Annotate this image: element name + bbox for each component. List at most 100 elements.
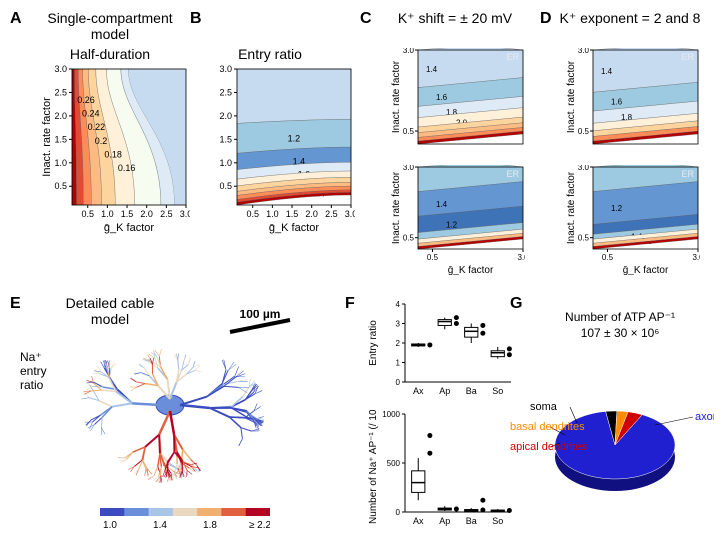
svg-text:ḡ_K factor: ḡ_K factor	[448, 265, 494, 275]
svg-text:1.0: 1.0	[54, 158, 67, 168]
svg-text:2.5: 2.5	[219, 87, 232, 97]
svg-text:ḡ_K factor: ḡ_K factor	[104, 222, 154, 234]
svg-text:1.4: 1.4	[436, 200, 448, 209]
svg-text:2.0: 2.0	[140, 209, 153, 219]
svg-text:apical dendrites: apical dendrites	[510, 441, 588, 453]
svg-text:ḡ_K factor: ḡ_K factor	[269, 222, 319, 234]
svg-text:0.26: 0.26	[77, 95, 95, 105]
chart-entry-ratio: 1.21.41.61.82.02.40.51.01.52.02.53.00.51…	[205, 65, 355, 235]
svg-text:Ap: Ap	[439, 516, 450, 526]
label-A: A	[10, 10, 22, 28]
svg-text:basal dendrites: basal dendrites	[510, 421, 585, 433]
svg-text:Ba: Ba	[466, 386, 477, 396]
title-super: Single-compartment model	[30, 10, 190, 42]
svg-text:Inact. rate factor: Inact. rate factor	[391, 171, 402, 244]
svg-text:So: So	[492, 386, 503, 396]
svg-text:1.6: 1.6	[436, 93, 448, 102]
svg-text:ḡ_K factor: ḡ_K factor	[623, 265, 669, 275]
svg-text:1.5: 1.5	[286, 209, 299, 219]
svg-text:4: 4	[396, 300, 401, 309]
svg-text:1000: 1000	[382, 410, 400, 419]
svg-text:ER: ER	[681, 52, 694, 62]
title-C: K⁺ shift = ± 20 mV	[380, 10, 530, 27]
figure-root: A B C D E F G Single-compartment model H…	[10, 10, 714, 532]
neuron-morphology	[30, 330, 310, 510]
label-E: E	[10, 295, 21, 313]
svg-text:3.0: 3.0	[578, 48, 590, 55]
svg-text:2.0: 2.0	[305, 209, 318, 219]
title-B: Entry ratio	[210, 46, 330, 62]
svg-text:1.4: 1.4	[601, 67, 613, 76]
svg-text:2: 2	[396, 339, 401, 348]
svg-text:Ax: Ax	[413, 516, 424, 526]
svg-text:0.5: 0.5	[427, 253, 439, 262]
svg-text:Inact. rate factor: Inact. rate factor	[41, 97, 53, 177]
svg-text:0.5: 0.5	[54, 181, 67, 191]
svg-text:Ap: Ap	[439, 386, 450, 396]
svg-text:0.5: 0.5	[602, 253, 614, 262]
svg-text:Inact. rate factor: Inact. rate factor	[566, 60, 577, 133]
svg-text:0.5: 0.5	[578, 234, 590, 243]
svg-text:0.24: 0.24	[82, 109, 100, 119]
svg-text:3.0: 3.0	[345, 209, 355, 219]
svg-text:2.5: 2.5	[54, 87, 67, 97]
svg-text:1.0: 1.0	[101, 209, 114, 219]
title-E: Detailed cable model	[45, 295, 175, 327]
svg-text:0.5: 0.5	[81, 209, 94, 219]
chart-k-exp-8: 1.21.41.6ER0.53.00.53.0ḡ_K factorInact. …	[565, 165, 700, 275]
chart-k-exp-2: 1.41.61.8ER0.53.0Inact. rate factor	[565, 48, 700, 158]
svg-text:0: 0	[396, 508, 401, 517]
title-A: Half-duration	[50, 46, 170, 62]
colorbar: 1.01.41.8≥ 2.2	[100, 508, 270, 532]
label-B: B	[190, 10, 202, 28]
svg-text:Entry ratio: Entry ratio	[368, 320, 379, 366]
svg-text:axon: axon	[695, 411, 714, 423]
svg-text:1.2: 1.2	[446, 220, 458, 229]
svg-text:1.5: 1.5	[121, 209, 134, 219]
svg-text:ER: ER	[506, 52, 519, 62]
svg-text:0.18: 0.18	[104, 149, 122, 159]
chart-half-duration: 0.260.240.220.20.180.160.51.01.52.02.53.…	[40, 65, 190, 235]
svg-text:1.2: 1.2	[288, 133, 301, 143]
svg-text:0.2: 0.2	[95, 136, 108, 146]
scale-bar: 100 µm	[220, 310, 320, 340]
svg-text:1.5: 1.5	[219, 134, 232, 144]
svg-text:1.6: 1.6	[611, 98, 623, 107]
svg-text:0.5: 0.5	[246, 209, 259, 219]
svg-text:1.4: 1.4	[153, 520, 167, 531]
svg-text:100 µm: 100 µm	[240, 310, 281, 321]
svg-text:1.5: 1.5	[54, 134, 67, 144]
svg-text:3.0: 3.0	[578, 165, 590, 172]
svg-text:0: 0	[396, 378, 401, 387]
svg-text:3.0: 3.0	[403, 48, 415, 55]
svg-text:3: 3	[396, 320, 401, 329]
label-C: C	[360, 10, 372, 28]
svg-text:1: 1	[396, 359, 401, 368]
title-G1: Number of ATP AP⁻¹	[530, 310, 710, 324]
svg-text:Inact. rate factor: Inact. rate factor	[566, 171, 577, 244]
title-D: K⁺ exponent = 2 and 8	[550, 10, 710, 27]
svg-text:3.0: 3.0	[692, 253, 700, 262]
svg-text:≥ 2.2: ≥ 2.2	[249, 520, 270, 531]
svg-text:ER: ER	[681, 169, 694, 179]
pie-atp: axonsomabasal dendritesapical dendrites	[510, 350, 714, 520]
svg-text:2.0: 2.0	[54, 111, 67, 121]
svg-text:So: So	[492, 516, 503, 526]
svg-text:3.0: 3.0	[54, 65, 67, 74]
svg-text:1.0: 1.0	[103, 520, 117, 531]
svg-text:0.22: 0.22	[88, 122, 106, 132]
svg-text:1.0: 1.0	[219, 158, 232, 168]
svg-text:2.5: 2.5	[160, 209, 173, 219]
svg-text:Ax: Ax	[413, 386, 424, 396]
svg-text:ER: ER	[506, 169, 519, 179]
svg-text:1.2: 1.2	[611, 204, 623, 213]
chart-k-shift-pos: 1.41.61.82.0ER0.53.0Inact. rate factor	[390, 48, 525, 158]
svg-text:3.0: 3.0	[403, 165, 415, 172]
svg-text:1.0: 1.0	[266, 209, 279, 219]
svg-text:Ba: Ba	[466, 516, 477, 526]
svg-text:Number of Na⁺ AP⁻¹ (/ 10⁶): Number of Na⁺ AP⁻¹ (/ 10⁶)	[368, 410, 379, 524]
svg-text:Inact. rate factor: Inact. rate factor	[391, 60, 402, 133]
svg-text:500: 500	[387, 459, 401, 468]
svg-text:0.5: 0.5	[219, 181, 232, 191]
svg-text:3.0: 3.0	[180, 209, 190, 219]
